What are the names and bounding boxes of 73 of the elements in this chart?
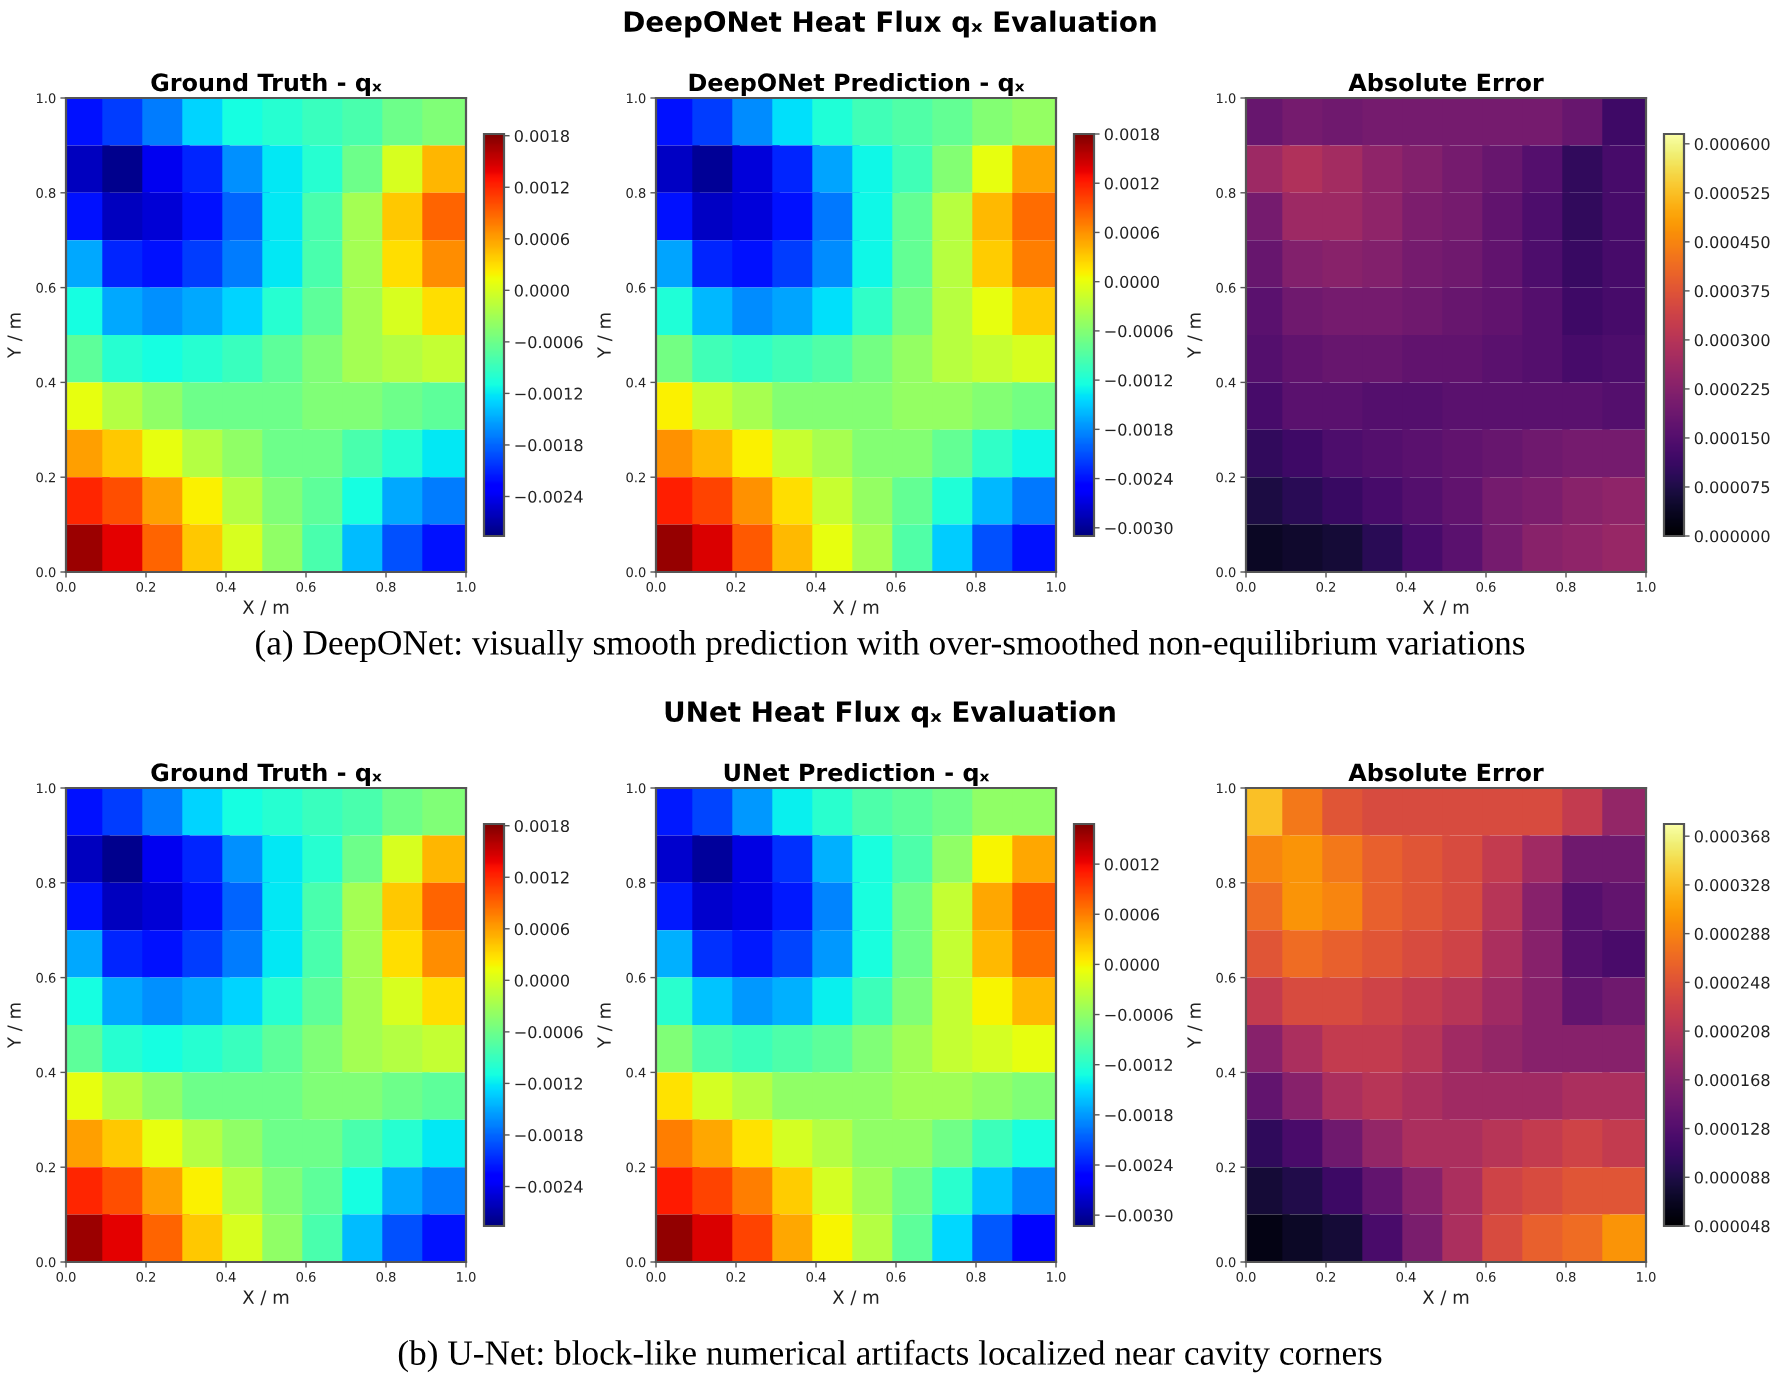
y-axis-title: Y / m [7,1003,23,1049]
color-bar-label: −0.0006 [1105,1008,1173,1021]
color-bar-label: 0.000168 [1694,1073,1770,1087]
color-bar-label: −0.0006 [515,336,583,349]
color-bar-label: 0.0018 [1104,128,1159,141]
color-bar-label: −0.0012 [1105,1058,1172,1072]
color-bar-label: 0.000328 [1694,879,1770,892]
color-bar-label: 0.000600 [1694,137,1770,151]
color-bar-label: −0.0018 [1105,423,1173,436]
chart-title: UNet Prediction - qₓ [724,762,990,787]
y-axis-title: Y / m [597,313,613,359]
color-bar-label: −0.0030 [1105,521,1173,535]
y-axis-title: Y / m [597,1003,613,1049]
text: UNet Heat Flux qₓ Evaluation [665,700,1115,728]
x-axis-title: X / m [242,1290,289,1306]
color-bar-label: 0.0006 [1104,226,1160,239]
color-bar-label: 0.000300 [1694,334,1770,347]
x-axis-title: X / m [832,1290,879,1306]
color-bar-label: −0.0030 [1105,1209,1173,1222]
color-bar-label: 0.0012 [514,871,569,884]
chart-title: Ground Truth - qₓ [151,762,382,787]
color-bar-label: 0.000088 [1694,1171,1770,1184]
y-axis-title: Y / m [1187,1003,1203,1049]
color-bar-label: 0.0000 [514,284,570,297]
color-bar-label: −0.0024 [515,490,583,503]
text: (b) U-Net: block-like numerical artifacts localized near cavity corners [398,1339,1382,1373]
color-bar-label: 0.000368 [1694,830,1770,843]
color-bar-label: 0.000128 [1694,1122,1770,1135]
color-bar-label: 0.0018 [514,819,569,833]
x-axis-title: X / m [242,600,289,616]
color-bar-label: 0.000225 [1694,383,1770,396]
color-bar-label: 0.000248 [1694,976,1770,989]
chart-title: Absolute Error [1348,72,1544,92]
color-bar-label: −0.0024 [1105,1159,1173,1172]
color-bar-label: −0.0018 [515,439,583,452]
color-bar-label: 0.000525 [1694,186,1770,200]
color-bar-label: 0.0006 [514,232,570,246]
color-bar-label: −0.0012 [1105,374,1172,387]
color-bar-label: 0.0006 [1104,908,1160,921]
color-bar-label: −0.0018 [1105,1109,1173,1122]
color-bar-label: −0.0006 [1105,325,1173,338]
color-bar-label: −0.0012 [515,1077,582,1090]
color-bar-label: 0.000208 [1694,1025,1770,1038]
chart-title: DeepONet Prediction - qₓ [689,72,1025,97]
color-bar-label: 0.000000 [1694,530,1770,543]
chart-title: Absolute Error [1348,762,1544,782]
color-bar-label: −0.0018 [515,1129,583,1142]
y-axis-title: Y / m [1187,313,1203,359]
color-bar-label: 0.0006 [514,922,570,936]
color-bar-label: 0.000375 [1694,285,1770,298]
color-bar-label: 0.000288 [1694,927,1770,940]
color-bar-label: −0.0006 [515,1026,583,1039]
x-axis-title: X / m [1422,600,1469,616]
color-bar-label: −0.0024 [1105,472,1173,485]
color-bar-label: 0.0012 [1104,177,1159,190]
y-axis-title: Y / m [7,313,23,359]
text: DeepONet Heat Flux qₓ Evaluation [624,10,1156,38]
color-bar-label: 0.0000 [514,974,570,987]
color-bar-label: 0.000048 [1694,1220,1770,1233]
color-bar-label: 0.0012 [1104,858,1159,871]
color-bar-label: 0.0000 [1104,275,1160,289]
color-bar-label: 0.0000 [1104,958,1160,971]
text: (a) DeepONet: visually smooth prediction with over-smoothed non-equilibrium variations [256,629,1525,663]
color-bar-label: 0.000450 [1694,236,1770,249]
color-bar-label: 0.0012 [514,181,569,194]
color-bar-label: 0.0018 [514,129,569,143]
color-bar-label: 0.000150 [1694,432,1770,445]
x-axis-title: X / m [832,600,879,616]
color-bar-label: −0.0024 [515,1180,583,1193]
color-bar-label: 0.000075 [1694,481,1770,494]
chart-title: Ground Truth - qₓ [151,72,382,97]
x-axis-title: X / m [1422,1290,1469,1306]
color-bar-label: −0.0012 [515,387,582,400]
